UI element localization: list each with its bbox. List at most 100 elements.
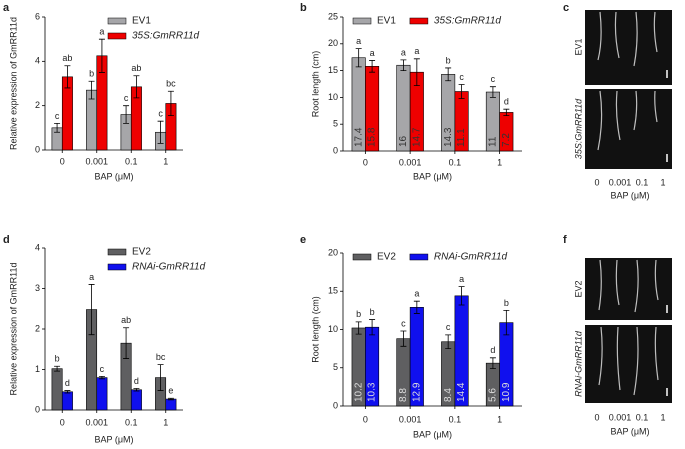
- error-bar: [64, 65, 71, 89]
- x-tick-label: 1: [497, 414, 502, 424]
- significance-letter: ab: [121, 315, 131, 325]
- y-tick-label: 0: [35, 404, 40, 414]
- x-tick-label: 0.1: [449, 157, 462, 167]
- y-tick-label: 20: [328, 247, 338, 257]
- significance-letter: bc: [156, 352, 166, 362]
- x-tick-label: 0.1: [125, 156, 138, 166]
- significance-letter: c: [55, 111, 60, 121]
- legend-label: EV1: [377, 16, 396, 27]
- significance-letter: c: [491, 74, 496, 84]
- photo: [585, 10, 672, 85]
- y-tick-label: 10: [328, 92, 338, 102]
- y-tick-label: 2: [35, 323, 40, 333]
- error-bar: [413, 300, 420, 314]
- error-bar: [400, 59, 407, 71]
- error-bar: [123, 327, 130, 359]
- error-bar: [355, 321, 362, 335]
- legend-label: EV2: [377, 252, 396, 263]
- y-tick-label: 15: [328, 286, 338, 296]
- error-bar: [54, 365, 61, 372]
- error-bar: [503, 309, 510, 336]
- panel-letter: c: [563, 2, 569, 14]
- significance-letter: d: [504, 97, 509, 107]
- value-label: 12.9: [411, 382, 422, 402]
- row-label: 35S:GmRR11d: [573, 98, 583, 159]
- x-tick-label: 0.001: [399, 414, 422, 424]
- axis-title: BAP (μM): [610, 190, 649, 200]
- error-bar: [167, 397, 174, 401]
- y-tick-label: 5: [333, 362, 338, 372]
- significance-letter: b: [89, 69, 94, 79]
- x-tick-label: 0: [60, 156, 65, 166]
- value-label: 14.4: [456, 382, 467, 402]
- significance-letter: d: [134, 376, 139, 386]
- error-bar: [88, 80, 95, 100]
- significance-letter: ab: [131, 63, 141, 73]
- x-label: 0.1: [636, 412, 649, 422]
- legend-label: 35S:GmRR11d: [132, 31, 200, 42]
- y-axis-title: Root length (cm): [310, 296, 320, 363]
- error-bar: [123, 105, 130, 124]
- legend-swatch: [409, 17, 429, 25]
- error-bar: [445, 334, 452, 350]
- y-tick-label: 0: [35, 144, 40, 154]
- significance-letter: a: [459, 274, 464, 284]
- error-bar: [355, 48, 362, 68]
- x-tick-label: 0.1: [449, 414, 462, 424]
- y-tick-label: 0: [333, 400, 338, 410]
- significance-letter: a: [89, 272, 94, 282]
- panel-letter: a: [3, 2, 10, 14]
- error-bar: [88, 284, 95, 336]
- value-label: 10.3: [367, 382, 378, 402]
- legend-label: RNAi-GmRR11d: [132, 262, 206, 273]
- value-label: 17.4: [353, 127, 364, 147]
- significance-letter: c: [158, 109, 163, 119]
- y-axis-title: Root length (cm): [310, 51, 320, 118]
- value-label: 8.8: [398, 388, 409, 402]
- error-bar: [369, 319, 376, 336]
- panel-letter: b: [300, 2, 307, 14]
- x-label: 1: [660, 177, 665, 187]
- bar: [51, 368, 63, 411]
- y-tick-label: 25: [328, 11, 338, 21]
- error-bar: [133, 388, 140, 392]
- error-bar: [54, 123, 61, 133]
- roots: [597, 11, 668, 162]
- y-tick-label: 2: [35, 100, 40, 110]
- legend-swatch: [107, 263, 127, 271]
- significance-letter: a: [370, 48, 375, 58]
- axis-title: BAP (μM): [610, 426, 649, 436]
- error-bar: [98, 38, 105, 73]
- legend-swatch: [409, 253, 429, 261]
- value-label: 16: [398, 135, 409, 147]
- x-label: 1: [660, 412, 665, 422]
- x-label: 0.001: [609, 412, 632, 422]
- significance-letter: a: [401, 47, 406, 57]
- panel-letter: d: [3, 234, 10, 246]
- y-tick-label: 5: [333, 119, 338, 129]
- x-axis-title: BAP (μM): [94, 171, 133, 181]
- value-label: 10.2: [353, 382, 364, 402]
- bar: [130, 389, 142, 411]
- y-tick-label: 6: [35, 11, 40, 21]
- significance-letter: c: [446, 322, 451, 332]
- error-bar: [98, 375, 105, 380]
- value-label: 10.9: [501, 382, 512, 402]
- y-tick-label: 20: [328, 38, 338, 48]
- significance-letter: d: [490, 345, 495, 355]
- legend-swatch: [107, 248, 127, 256]
- error-bar: [167, 90, 174, 117]
- error-bar: [489, 86, 496, 98]
- value-label: 11: [488, 136, 499, 147]
- significance-letter: b: [446, 55, 451, 65]
- x-tick-label: 0: [363, 157, 368, 167]
- significance-letter: a: [414, 46, 419, 56]
- x-axis-title: BAP (μM): [413, 429, 452, 439]
- y-tick-label: 10: [328, 324, 338, 334]
- value-label: 14.7: [411, 127, 422, 147]
- x-axis-title: BAP (μM): [94, 434, 133, 444]
- photo: [585, 325, 672, 403]
- value-label: 15.8: [367, 127, 378, 147]
- significance-letter: b: [370, 307, 375, 317]
- bar: [61, 391, 73, 411]
